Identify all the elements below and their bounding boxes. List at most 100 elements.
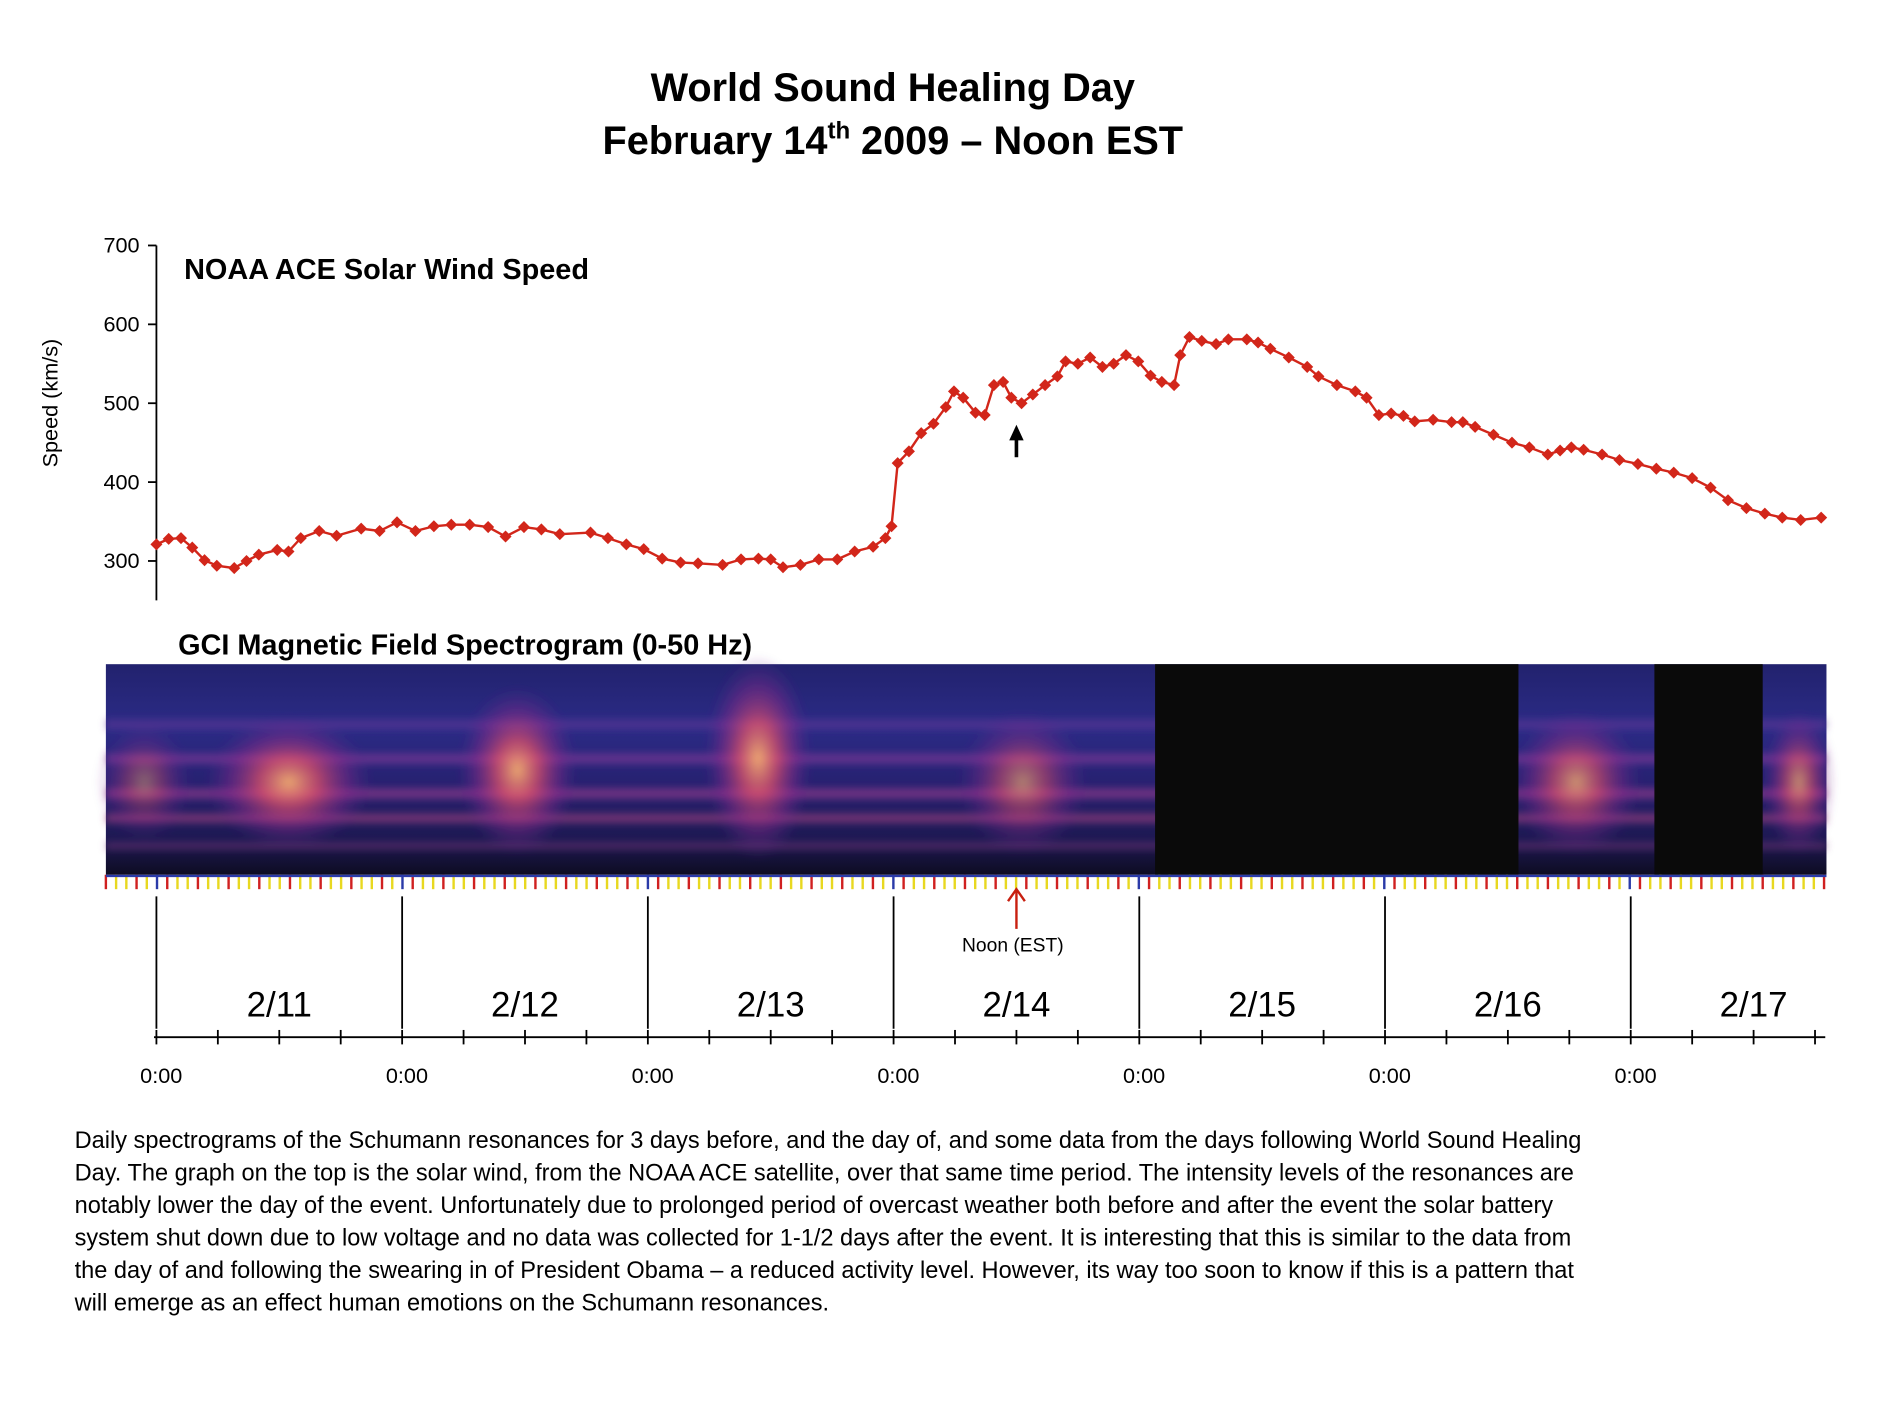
speed-marker (1026, 388, 1039, 401)
speed-marker (831, 553, 844, 566)
speed-marker (1312, 370, 1325, 383)
speed-marker (228, 562, 241, 575)
speed-marker (1005, 391, 1018, 404)
speed-marker (1252, 336, 1265, 349)
speed-marker (1084, 351, 1097, 364)
speed-marker (1740, 502, 1753, 515)
x-tick-label: 0:00 (877, 1063, 919, 1088)
speed-marker (1758, 507, 1771, 520)
speed-marker (1096, 360, 1109, 373)
speed-marker (1650, 462, 1663, 475)
speed-marker (150, 538, 163, 551)
noon-label: Noon (EST) (962, 936, 1064, 957)
speed-marker (735, 553, 748, 566)
speed-marker (499, 530, 512, 543)
speed-marker (517, 521, 530, 534)
speed-marker (210, 559, 223, 572)
speed-marker (162, 532, 175, 545)
speed-marker (1195, 334, 1208, 347)
speed-marker (1039, 379, 1052, 392)
speed-marker (1815, 511, 1828, 524)
x-tick-label: 0:00 (1614, 1063, 1656, 1088)
speed-marker (330, 529, 343, 542)
y-axis-label: Speed (km/s) (38, 339, 63, 468)
speed-marker (1222, 333, 1235, 346)
speed-marker (1059, 355, 1072, 368)
speed-marker (463, 518, 476, 531)
speed-marker (1577, 443, 1590, 456)
speed-marker (1469, 420, 1482, 433)
speed-marker (1155, 375, 1168, 388)
speed-marker (1282, 351, 1295, 364)
speed-marker (879, 532, 892, 545)
speed-marker (1174, 349, 1187, 362)
day-label: 2/15 (1228, 986, 1296, 1025)
x-tick-label: 0:00 (1369, 1063, 1411, 1088)
no-data-block (1155, 664, 1519, 875)
speed-marker (1349, 385, 1362, 398)
speed-marker (355, 522, 368, 535)
subtitle-ordinal: th (828, 117, 851, 144)
speed-marker (409, 524, 422, 538)
speed-marker (1686, 472, 1699, 485)
speed-marker (535, 523, 548, 536)
speed-marker (637, 543, 650, 556)
speed-marker (1051, 370, 1064, 383)
caption-line: will emerge as an effect human emotions … (74, 1289, 830, 1315)
spectrogram-title: GCI Magnetic Field Spectrogram (0-50 Hz) (178, 630, 752, 662)
speed-marker (692, 557, 705, 570)
speed-marker (1541, 448, 1554, 461)
speed-marker (1071, 357, 1084, 370)
speed-marker (313, 524, 326, 538)
speed-marker (1372, 409, 1385, 422)
speed-marker (1445, 416, 1458, 429)
speed-marker (1408, 415, 1421, 428)
speed-marker (1631, 457, 1644, 470)
subtitle-date: February 14 (602, 119, 827, 163)
speed-marker (1523, 441, 1536, 454)
caption-line: Daily spectrograms of the Schumann reson… (75, 1127, 1582, 1153)
speed-marker (427, 520, 440, 533)
speed-marker (997, 375, 1010, 388)
caption-line: system shut down due to low voltage and … (75, 1224, 1572, 1250)
y-tick-label: 500 (103, 390, 139, 415)
spectrogram (96, 655, 1835, 875)
speed-marker (1554, 444, 1567, 457)
speed-marker (885, 520, 898, 533)
speed-marker (674, 556, 687, 569)
caption-line: the day of and following the swearing in… (75, 1257, 1575, 1283)
speed-marker (373, 524, 386, 538)
speed-marker (1132, 355, 1145, 368)
x-tick-label: 0:00 (632, 1063, 674, 1088)
x-tick-label: 0:00 (140, 1063, 182, 1088)
speed-marker (987, 379, 1000, 392)
subtitle: February 14th 2009 – Noon EST (602, 117, 1183, 163)
speed-marker (1301, 360, 1314, 373)
speed-marker (391, 516, 404, 529)
y-tick-label: 400 (103, 469, 139, 494)
speed-marker (1704, 481, 1717, 494)
speed-marker (969, 406, 982, 419)
caption: Daily spectrograms of the Schumann reson… (74, 1127, 1582, 1315)
day-axis: 0:00 0:00 0:00 0:00 0:00 0:00 0:00 2/11 2/12 2/13… (140, 887, 1826, 1088)
speed-marker (1330, 379, 1343, 392)
speed-marker (1721, 494, 1735, 507)
speed-marker (553, 528, 566, 541)
speed-marker (1487, 428, 1500, 441)
day-label: 2/13 (737, 986, 805, 1025)
speed-marker (776, 561, 790, 574)
day-label: 2/11 (247, 986, 312, 1025)
speed-marker (927, 417, 940, 430)
day-label: 2/12 (491, 986, 559, 1025)
speed-marker (794, 558, 807, 571)
caption-line: notably lower the day of the event. Unfo… (75, 1192, 1554, 1218)
resonance-bands (96, 655, 1835, 861)
speed-marker (978, 409, 991, 422)
noon-arrowhead (1007, 887, 1026, 902)
chart-title: NOAA ACE Solar Wind Speed (184, 254, 589, 286)
speed-marker (601, 532, 614, 545)
speed-marker (1210, 338, 1223, 351)
speed-marker (1397, 409, 1410, 422)
